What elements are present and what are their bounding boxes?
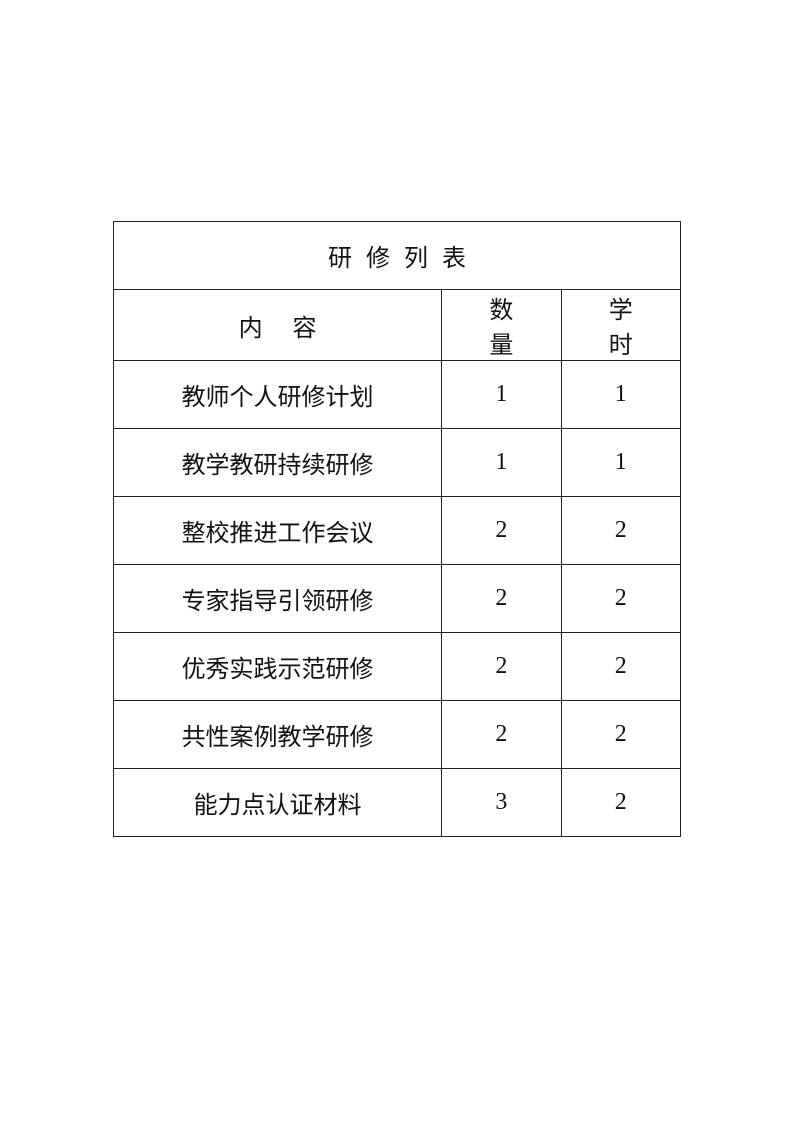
- table-title: 研修列表: [113, 221, 681, 290]
- cell-quantity: 1: [441, 360, 562, 429]
- cell-hours: 2: [560, 496, 682, 565]
- header-quantity: 数量: [441, 289, 562, 361]
- cell-hours: 1: [560, 428, 682, 497]
- cell-content: 整校推进工作会议: [112, 496, 443, 565]
- cell-quantity: 2: [441, 564, 562, 633]
- cell-quantity: 3: [441, 768, 562, 837]
- cell-content: 优秀实践示范研修: [112, 632, 443, 701]
- cell-quantity: 2: [441, 632, 562, 701]
- header-content: 内容: [112, 289, 443, 361]
- cell-hours: 1: [560, 360, 682, 429]
- table-row: 能力点认证材料 3 2: [112, 768, 682, 837]
- cell-content: 共性案例教学研修: [112, 700, 443, 769]
- header-row: 内容 数量 学时: [112, 289, 682, 361]
- cell-quantity: 1: [441, 428, 562, 497]
- cell-hours: 2: [560, 700, 682, 769]
- cell-quantity: 2: [441, 700, 562, 769]
- training-table: 研修列表 内容 数量 学时 教师个人研修计划 1 1 教学教研持续研修 1 1 整校推进工作…: [112, 221, 682, 837]
- cell-content: 教师个人研修计划: [112, 360, 443, 429]
- cell-content: 能力点认证材料: [112, 768, 443, 837]
- cell-hours: 2: [560, 768, 682, 837]
- cell-hours: 2: [560, 564, 682, 633]
- cell-content: 教学教研持续研修: [112, 428, 443, 497]
- cell-quantity: 2: [441, 496, 562, 565]
- cell-hours: 2: [560, 632, 682, 701]
- header-hours: 学时: [560, 289, 682, 361]
- title-row: 研修列表: [113, 221, 681, 290]
- table-row: 教师个人研修计划 1 1: [112, 360, 682, 429]
- table-row: 专家指导引领研修 2 2: [112, 564, 682, 633]
- cell-content: 专家指导引领研修: [112, 564, 443, 633]
- table-row: 教学教研持续研修 1 1: [112, 428, 682, 497]
- table-row: 共性案例教学研修 2 2: [112, 700, 682, 769]
- table-row: 整校推进工作会议 2 2: [112, 496, 682, 565]
- table-row: 优秀实践示范研修 2 2: [112, 632, 682, 701]
